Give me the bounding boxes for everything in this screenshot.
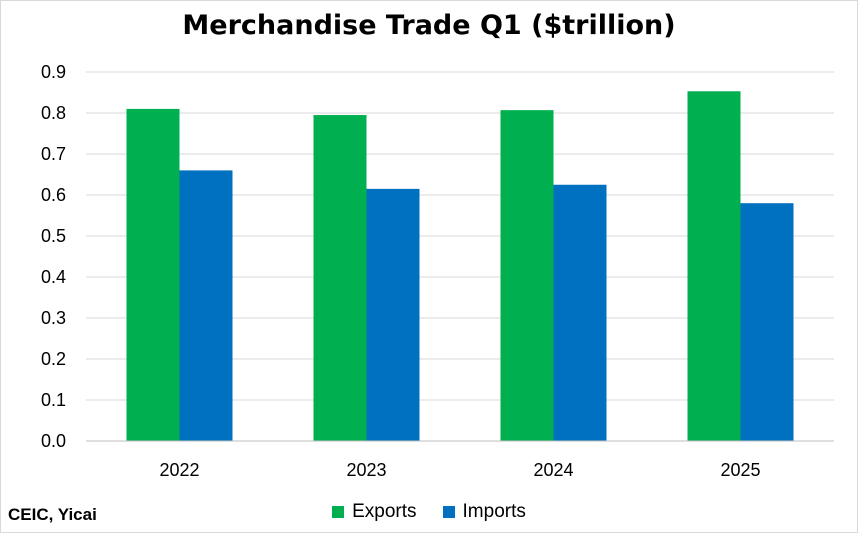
x-axis: 2022 2023 2024 2025	[86, 440, 834, 480]
legend-item-exports: Exports	[332, 501, 417, 523]
y-tick-label: 0.3	[41, 308, 66, 328]
x-tick-label: 2024	[533, 460, 573, 480]
y-axis: 0.0 0.1 0.2 0.3 0.4 0.5 0.6 0.7 0.8 0.9	[41, 62, 66, 451]
bar-imports-2024	[553, 184, 607, 441]
bar-imports-2025	[740, 203, 794, 441]
legend-label-imports: Imports	[462, 501, 526, 522]
bar-exports-2025	[687, 91, 741, 442]
y-tick-label: 0.2	[41, 349, 66, 369]
x-tick-label: 2025	[720, 460, 760, 480]
y-tick-label: 0.1	[41, 390, 66, 410]
y-tick-label: 0.0	[41, 431, 66, 451]
bar-imports-2023	[366, 188, 420, 441]
legend-item-imports: Imports	[442, 501, 526, 523]
legend-swatch-exports	[332, 506, 345, 518]
chart-title: Merchandise Trade Q1 ($trillion)	[182, 10, 676, 41]
bar-imports-2022	[179, 170, 233, 441]
y-tick-label: 0.7	[41, 144, 66, 164]
y-tick-label: 0.9	[41, 62, 66, 82]
legend-swatch-imports	[442, 506, 455, 518]
bars	[126, 91, 794, 442]
bar-exports-2024	[500, 110, 554, 441]
x-tick-label: 2022	[159, 460, 199, 480]
legend: Exports Imports	[0, 501, 858, 523]
y-tick-label: 0.6	[41, 185, 66, 205]
x-tick-label: 2023	[346, 460, 386, 480]
legend-label-exports: Exports	[352, 501, 417, 522]
bar-exports-2023	[313, 115, 367, 442]
y-tick-label: 0.5	[41, 226, 66, 246]
y-tick-label: 0.4	[41, 267, 66, 287]
y-tick-label: 0.8	[41, 103, 66, 123]
source-note: CEIC, Yicai	[8, 505, 97, 524]
bar-exports-2022	[126, 108, 180, 442]
